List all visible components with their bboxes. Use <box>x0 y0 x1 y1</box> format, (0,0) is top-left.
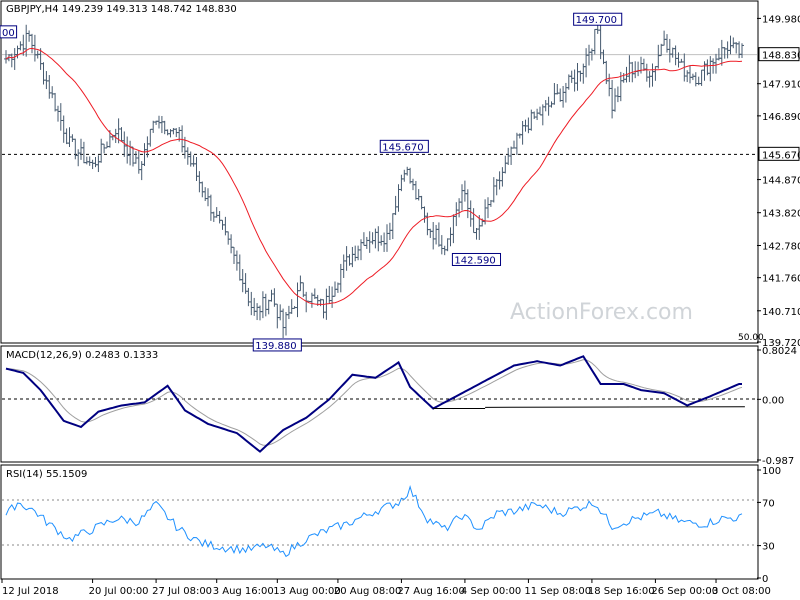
macd-line <box>5 355 742 453</box>
rsi-tick-label: 0 <box>762 574 768 585</box>
price-annotation-label: 145.670 <box>382 142 423 153</box>
price-tick-label: 141.760 <box>762 274 800 285</box>
time-tick-label: 3 Aug 16:00 <box>213 586 274 597</box>
price-annotation-label: 139.880 <box>255 341 296 352</box>
level-price-badge <box>758 146 800 161</box>
price-tick-label: 146.890 <box>762 112 800 123</box>
price-annotation-label: 142.590 <box>454 255 495 266</box>
macd-tick-label: 0.8024 <box>762 346 797 357</box>
level-price-badge-label: 145.670 <box>762 150 800 161</box>
rsi-tick-label: 70 <box>762 498 775 509</box>
price-panel <box>0 0 759 344</box>
price-tick-label: 140.710 <box>762 307 800 318</box>
time-tick-label: 11 Sep 08:00 <box>524 586 591 597</box>
price-tick-label: 147.910 <box>762 80 800 91</box>
macd-tick-label: -0.987 <box>762 456 794 467</box>
time-tick-label: 27 Jul 08:00 <box>152 586 212 597</box>
time-tick-label: 12 Jul 2018 <box>2 586 59 597</box>
macd-tick-label: 0.00 <box>762 395 784 406</box>
price-annotation-label: 149.700 <box>576 15 617 26</box>
price-annotation-box <box>379 139 429 153</box>
time-tick-label: 20 Jul 00:00 <box>89 586 149 597</box>
rsi-tick-label: 30 <box>762 542 775 553</box>
macd-panel <box>0 345 759 463</box>
price-tick-label: 139.720 <box>762 338 800 349</box>
price-tick-label: 142.780 <box>762 241 800 252</box>
time-tick-label: 20 Aug 08:00 <box>334 586 401 597</box>
price-annotation-label: 00 <box>2 28 15 39</box>
price-annotation-box <box>0 25 18 39</box>
price-annotation-box <box>451 252 502 266</box>
rsi-tick-label: 100 <box>762 466 781 477</box>
price-tick-label: 143.820 <box>762 209 800 220</box>
price-tick-label: 149.980 <box>762 14 800 25</box>
rsi-line <box>5 484 743 558</box>
ma-period-label: 50.00 <box>738 333 764 343</box>
moving-average-line <box>5 47 743 306</box>
current-price-badge <box>758 47 800 62</box>
price-annotation-box <box>252 338 302 352</box>
rsi-panel <box>0 464 759 580</box>
price-panel-title: GBPJPY,H4 149.239 149.313 148.742 148.83… <box>6 4 237 15</box>
rsi-panel-title: RSI(14) 55.1509 <box>6 469 87 480</box>
time-tick-label: 4 Sep 00:00 <box>461 586 521 597</box>
time-tick-label: 13 Aug 00:00 <box>273 586 340 597</box>
price-annotation-box <box>573 12 623 26</box>
time-tick-label: 18 Sep 16:00 <box>588 586 655 597</box>
time-tick-label: 27 Aug 16:00 <box>397 586 464 597</box>
macd-panel-title: MACD(12,26,9) 0.2483 0.1333 <box>6 350 158 361</box>
price-bars-group <box>4 20 744 339</box>
time-tick-label: 26 Sep 00:00 <box>651 586 718 597</box>
watermark: ActionForex.com <box>510 300 693 325</box>
time-tick-label: 3 Oct 08:00 <box>712 586 771 597</box>
macd-trendline <box>485 406 745 408</box>
price-tick-label: 144.870 <box>762 176 800 187</box>
current-price-badge-label: 148.830 <box>762 51 800 62</box>
